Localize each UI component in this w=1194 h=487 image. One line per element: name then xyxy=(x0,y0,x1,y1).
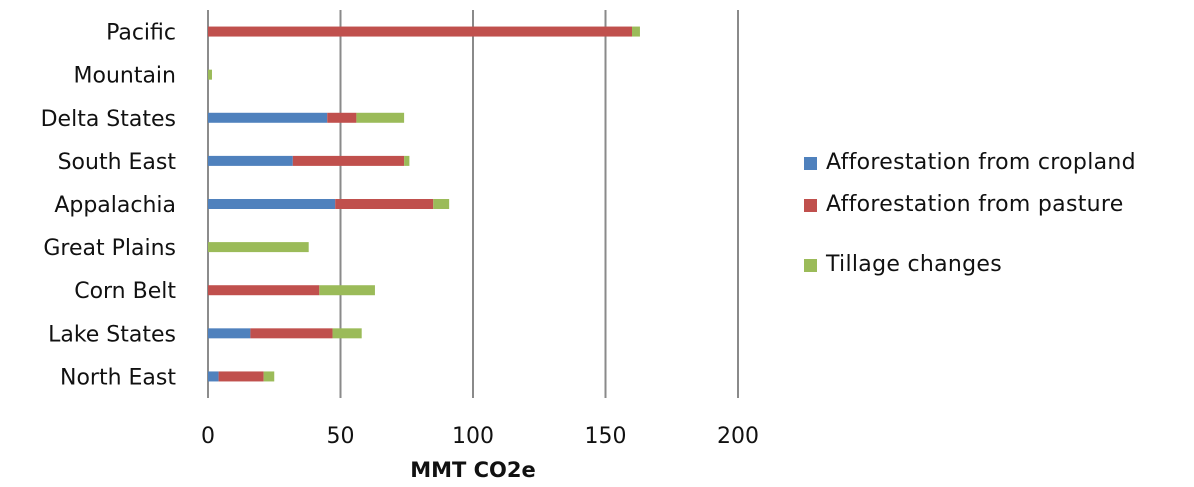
category-label: Great Plains xyxy=(43,236,176,261)
bar-segment xyxy=(208,242,309,253)
x-tick-label: 0 xyxy=(201,424,215,449)
legend-swatch-pasture xyxy=(804,199,817,212)
legend-label-pasture: Afforestation from pasture xyxy=(826,192,1124,217)
bar-segment xyxy=(208,112,328,123)
bar-segment xyxy=(404,155,410,166)
bar-segment xyxy=(208,26,632,37)
bar-segment xyxy=(327,112,357,123)
bar-segment xyxy=(250,328,333,339)
x-tick-label: 200 xyxy=(717,424,759,449)
x-tick-label: 100 xyxy=(452,424,494,449)
x-tick-label: 50 xyxy=(327,424,355,449)
bar-segment xyxy=(208,155,293,166)
legend-item-cropland: Afforestation from cropland xyxy=(796,148,1186,178)
bar-segment xyxy=(319,285,375,296)
bar-segment xyxy=(292,155,405,166)
category-label: Pacific xyxy=(106,21,176,46)
bar-segment xyxy=(218,371,264,382)
bar-segment xyxy=(632,26,640,37)
legend-swatch-tillage xyxy=(804,259,817,272)
bar-segment xyxy=(332,328,362,339)
bar-segment xyxy=(208,199,336,209)
category-label: North East xyxy=(60,365,176,390)
bars xyxy=(208,26,640,382)
category-label: Lake States xyxy=(48,322,176,347)
legend-item-pasture: Afforestation from pasture xyxy=(796,190,1186,220)
legend-swatch-cropland xyxy=(804,157,817,170)
category-label: Mountain xyxy=(74,64,177,89)
category-label: South East xyxy=(58,150,177,175)
category-label: Delta States xyxy=(41,107,176,132)
legend-label-tillage: Tillage changes xyxy=(826,252,1002,277)
category-labels: Pacific Mountain Delta States South East App… xyxy=(41,21,177,391)
bar-segment xyxy=(433,199,450,209)
category-label: Appalachia xyxy=(54,193,176,218)
legend-item-tillage: Tillage changes xyxy=(796,250,1186,280)
x-tick-labels: 0 50 100 150 200 xyxy=(201,424,759,449)
bar-segment xyxy=(263,371,275,382)
legend: Afforestation from cropland Afforestatio… xyxy=(796,148,1186,290)
bar-segment xyxy=(335,199,434,209)
bar-segment xyxy=(208,69,212,80)
bar-segment xyxy=(208,371,219,382)
bar-segment xyxy=(208,328,251,339)
legend-label-cropland: Afforestation from cropland xyxy=(826,150,1136,175)
bar-segment xyxy=(208,285,320,296)
category-label: Corn Belt xyxy=(74,279,176,304)
x-axis-title: MMT CO2e xyxy=(410,458,536,482)
bar-segment xyxy=(356,112,405,123)
x-tick-label: 150 xyxy=(585,424,627,449)
